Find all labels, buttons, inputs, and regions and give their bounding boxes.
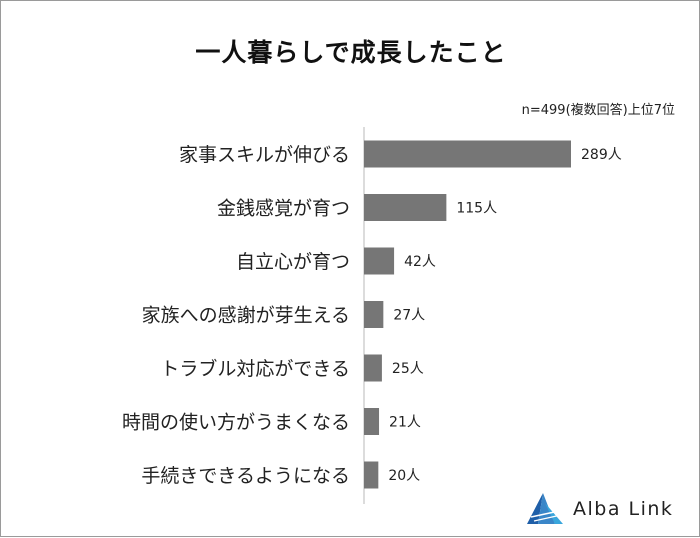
bar-value-label: 289人 xyxy=(581,147,622,163)
category-label: トラブル対応ができる xyxy=(160,357,350,380)
category-label: 家事スキルが伸びる xyxy=(179,144,350,166)
category-label: 時間の使い方がうまくなる xyxy=(122,412,350,434)
bar-value-label: 42人 xyxy=(404,254,436,270)
bar xyxy=(364,354,382,382)
brand-name: Alba Link xyxy=(573,498,674,520)
category-label: 家族への感謝が芽生える xyxy=(142,305,350,327)
alba-link-logo: Alba Link xyxy=(525,491,685,527)
chart-title: 一人暮らしで成長したこと xyxy=(195,38,507,67)
bar-value-label: 21人 xyxy=(389,415,421,431)
bar xyxy=(364,194,447,221)
bar-value-label: 27人 xyxy=(393,308,425,324)
category-label: 手続きできるようになる xyxy=(141,465,350,487)
bar xyxy=(364,461,379,489)
category-label: 自立心が育つ xyxy=(236,251,350,273)
category-label: 金銭感覚が育つ xyxy=(217,198,350,220)
bar xyxy=(364,140,571,168)
bar-value-label: 25人 xyxy=(392,361,424,377)
alba-link-logo-icon xyxy=(527,493,563,524)
sample-note: n=499(複数回答)上位7位 xyxy=(521,103,675,118)
bar-value-label: 115人 xyxy=(456,201,497,217)
bar xyxy=(364,247,395,275)
bar xyxy=(364,408,380,435)
bar xyxy=(364,301,384,328)
bar-value-label: 20人 xyxy=(388,468,420,484)
